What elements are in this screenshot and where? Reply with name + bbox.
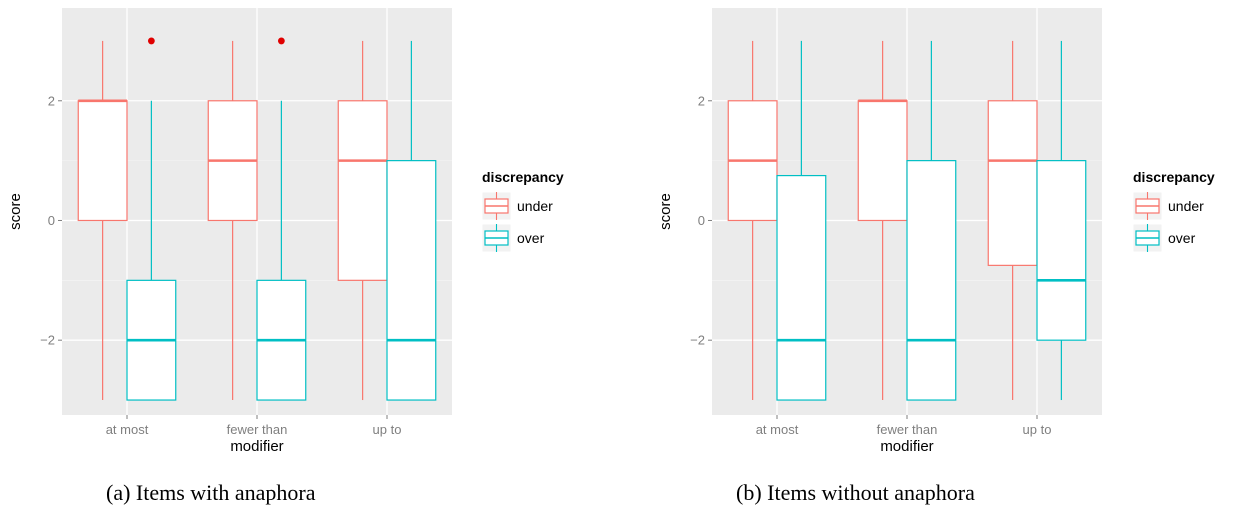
x-axis-title: modifier: [880, 438, 933, 455]
box-rect: [906, 160, 957, 401]
x-tick-label: at most: [106, 422, 149, 437]
x-tick-label: up to: [1023, 422, 1052, 437]
box-rect: [1036, 160, 1087, 341]
y-tick-label: 2: [698, 93, 705, 108]
box-rect: [337, 100, 388, 281]
y-tick-label: 0: [48, 213, 55, 228]
x-tick-label: up to: [373, 422, 402, 437]
legend-key-under: [1132, 191, 1163, 221]
legend-title: discrepancy: [482, 169, 564, 185]
box-rect: [77, 100, 128, 222]
box-rect: [776, 174, 827, 401]
box-under-up-to: [337, 40, 388, 401]
box-rect: [857, 100, 908, 222]
box-over-fewer-than: [256, 37, 307, 401]
x-tick-label: fewer than: [877, 422, 938, 437]
y-axis-title: score: [7, 193, 24, 230]
chart-panel-b: −2 0 2 at most fewer than up to modifier score d…: [657, 8, 1215, 455]
box-over-up-to: [386, 40, 437, 401]
box-under-fewer-than: [207, 40, 258, 401]
caption-b: (b) Items without anaphora: [736, 480, 975, 505]
box-rect: [386, 160, 437, 401]
box-under-up-to: [987, 40, 1038, 401]
y-tick-label: −2: [40, 333, 55, 348]
legend-key-over: [1132, 223, 1163, 253]
legend-key-over: [481, 223, 512, 253]
y-tick-label: 0: [698, 213, 705, 228]
box-under-at-most: [727, 40, 778, 401]
box-under-at-most: [77, 40, 128, 401]
chart-panel-a: −2 0 2 at most fewer than up to modifier score d…: [7, 8, 564, 455]
x-tick-label: at most: [756, 422, 799, 437]
legend: discrepancy under over: [1132, 169, 1215, 253]
y-tick-label: −2: [690, 333, 705, 348]
legend-label-over: over: [1168, 230, 1196, 246]
box-under-fewer-than: [857, 40, 908, 401]
box-over-fewer-than: [906, 40, 957, 401]
y-tick-label: 2: [48, 93, 55, 108]
x-tick-label: fewer than: [227, 422, 288, 437]
outlier-point: [277, 37, 285, 45]
box-rect: [987, 100, 1038, 266]
legend-label-over: over: [517, 230, 545, 246]
legend-label-under: under: [517, 198, 553, 214]
box-over-at-most: [126, 37, 177, 401]
box-over-at-most: [776, 40, 827, 401]
legend-key-under: [481, 191, 512, 221]
outlier-point: [147, 37, 155, 45]
caption-a: (a) Items with anaphora: [106, 480, 316, 505]
x-axis-title: modifier: [230, 438, 283, 455]
legend-label-under: under: [1168, 198, 1204, 214]
legend: discrepancy under over: [481, 169, 564, 253]
y-axis-title: score: [657, 193, 674, 230]
legend-title: discrepancy: [1133, 169, 1215, 185]
box-over-up-to: [1036, 40, 1087, 401]
